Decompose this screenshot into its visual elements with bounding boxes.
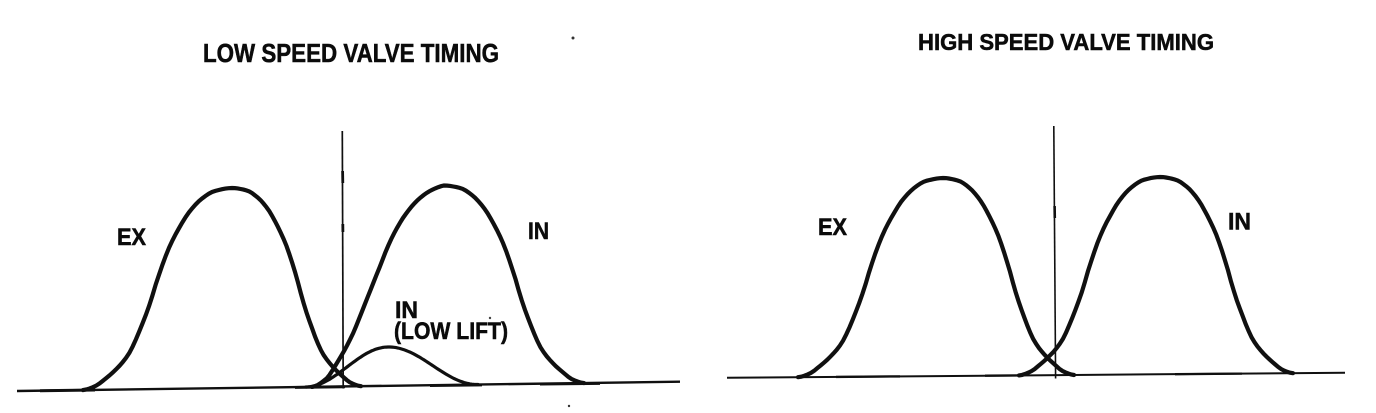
svg-text:EX: EX (117, 224, 147, 251)
svg-text:LOW SPEED VALVE TIMING: LOW SPEED VALVE TIMING (203, 38, 499, 68)
svg-text:IN: IN (528, 218, 549, 245)
svg-text:(LOW LIFT): (LOW LIFT) (394, 318, 508, 345)
svg-text:EX: EX (818, 214, 848, 241)
svg-text:IN: IN (1228, 209, 1251, 236)
svg-text:HIGH SPEED VALVE TIMING: HIGH SPEED VALVE TIMING (918, 29, 1214, 55)
